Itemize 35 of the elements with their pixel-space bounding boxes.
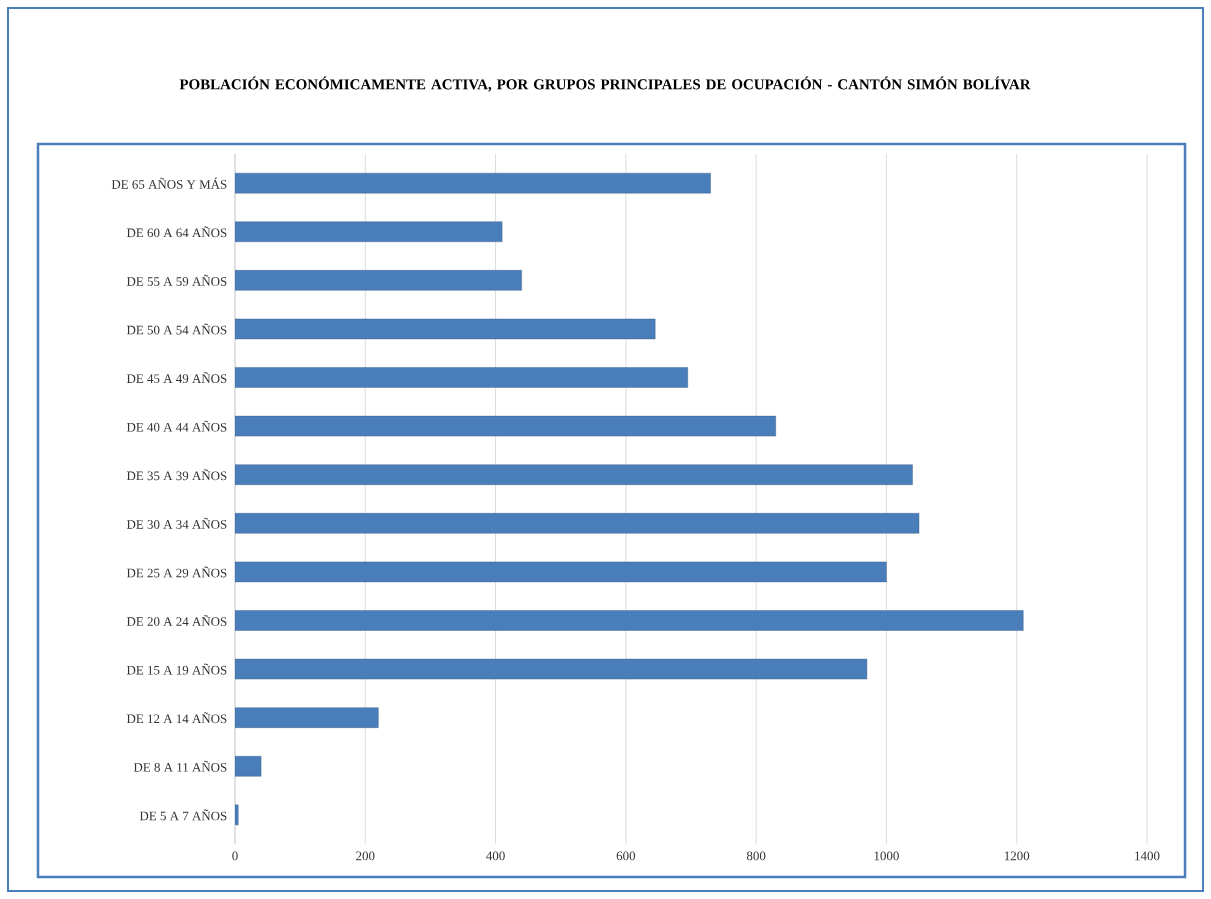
y-tick-label: DE 50 A 54 AÑOS [126,323,227,335]
x-tick-label: 400 [486,851,505,861]
bar [235,513,920,534]
y-tick-label: DE 35 A 39 AÑOS [126,469,227,481]
x-tick-label: 1400 [1135,851,1160,861]
bar [235,561,887,583]
x-tick-label: 1200 [1004,851,1030,861]
bar [235,707,379,728]
chart-title: POBLACIÓN ECONÓMICAMENTE ACTIVA, POR GRUPOS PRINCIPALES DE OCUPACIÓN - CANTÓN SIMÓN BOLÍVAR [179,76,1031,92]
y-tick-label: DE 12 A 14 AÑOS [126,712,227,724]
x-tick-label: 1000 [874,851,899,861]
bar [235,610,1024,631]
bar [235,658,868,680]
bar [235,270,522,291]
y-tick-label: DE 45 A 49 AÑOS [126,372,227,384]
bar [235,318,656,340]
y-tick-label: DE 8 A 11 AÑOS [133,760,227,772]
y-tick-label: DE 20 A 24 AÑOS [126,615,227,626]
y-tick-label: DE 30 A 34 AÑOS [126,517,227,529]
bar [235,415,776,437]
x-tick-label: 800 [746,851,766,861]
y-tick-label: DE 40 A 44 AÑOS [126,420,227,432]
bar [235,221,503,242]
bar [235,464,913,485]
y-tick-label: DE 55 A 59 AÑOS [126,274,227,286]
x-tick-label: 0 [232,851,238,861]
x-tick-label: 200 [356,851,375,861]
bar [235,172,711,194]
bar [235,367,688,388]
y-tick-label: DE 25 A 29 AÑOS [126,566,227,578]
x-tick-label: 600 [616,851,636,861]
y-tick-label: DE 60 A 64 AÑOS [126,226,227,238]
y-tick-label: DE 5 A 7 AÑOS [139,809,227,821]
y-tick-label: DE 15 A 19 AÑOS [126,663,227,675]
y-tick-label: DE 65 AÑOS Y MÁS [111,177,227,189]
